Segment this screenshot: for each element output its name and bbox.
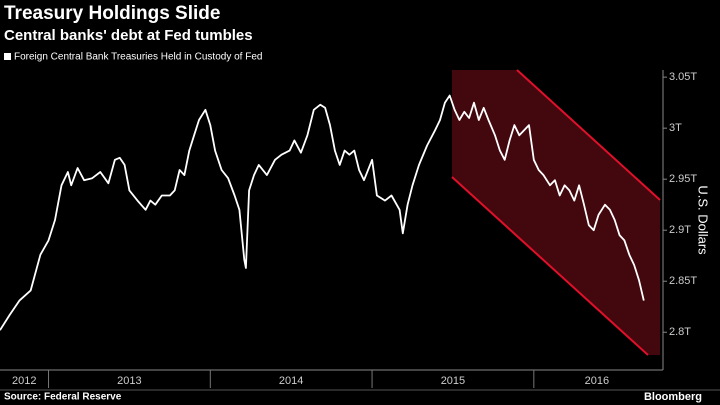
x-tick-label: 2015 <box>441 375 465 387</box>
x-tick-label: 2013 <box>117 375 141 387</box>
channel-lower <box>451 176 649 356</box>
brand: Bloomberg <box>644 391 702 403</box>
y-tick-label: 2.8T <box>669 326 691 338</box>
x-tick-label: 2016 <box>585 375 609 387</box>
y-tick-label: 2.85T <box>669 275 697 287</box>
source: Source: Federal Reserve <box>4 392 122 403</box>
y-tick-label: 3T <box>669 122 682 134</box>
legend-swatch <box>4 53 11 60</box>
y-axis-label: U.S. Dollars <box>696 185 711 255</box>
chart-subtitle: Central banks' debt at Fed tumbles <box>4 27 253 44</box>
y-tick-label: 2.9T <box>669 224 691 236</box>
chart-title: Treasury Holdings Slide <box>4 3 220 24</box>
data-line <box>0 94 645 331</box>
legend-label: Foreign Central Bank Treasuries Held in … <box>14 52 262 63</box>
y-tick-label: 3.05T <box>669 71 697 83</box>
y-tick-label: 2.95T <box>669 173 697 185</box>
trend-channel <box>452 70 660 355</box>
x-tick-label: 2012 <box>12 375 36 387</box>
channel-upper <box>516 69 661 201</box>
x-tick-label: 2014 <box>279 375 303 387</box>
